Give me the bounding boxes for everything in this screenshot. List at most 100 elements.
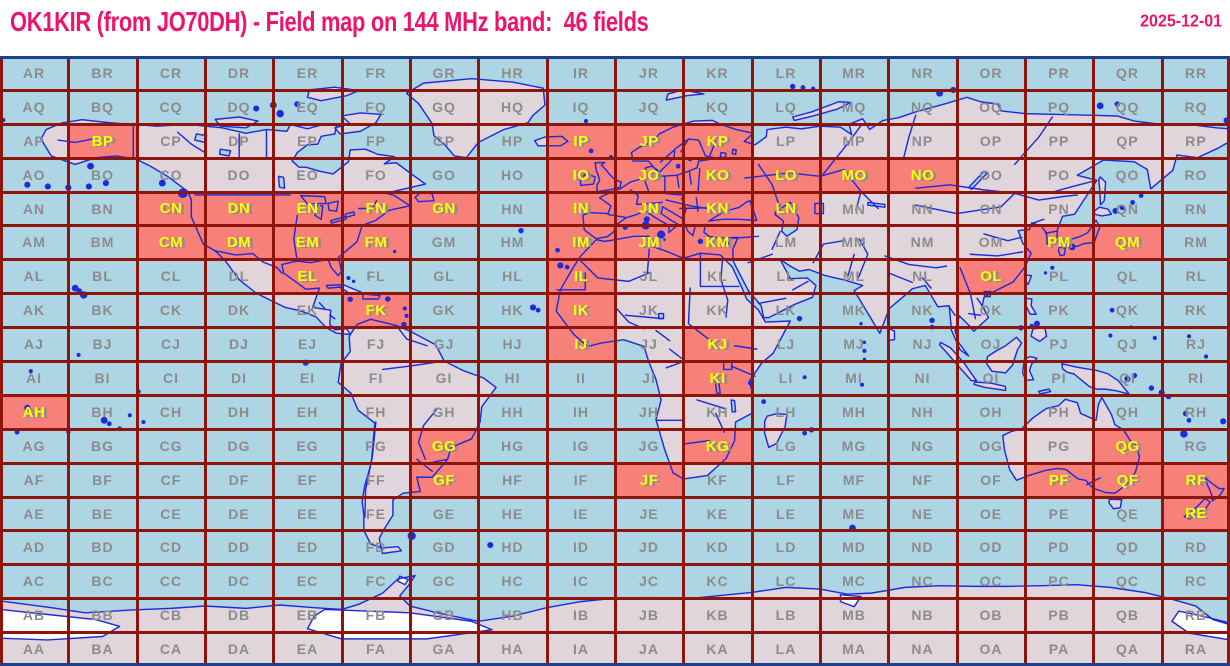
field-label-KA: KA <box>706 641 729 657</box>
field-label-IM: IM <box>572 233 590 251</box>
field-label-DF: DF <box>228 472 250 488</box>
field-label-GC: GC <box>432 573 456 589</box>
field-label-BD: BD <box>91 539 114 555</box>
field-label-JQ: JQ <box>638 99 660 115</box>
field-label-EQ: EQ <box>296 99 319 115</box>
grid-line-horizontal <box>0 563 1230 566</box>
field-label-PI: PI <box>1051 370 1067 386</box>
field-label-LO: LO <box>775 166 797 184</box>
worked-field-IP <box>547 124 615 158</box>
field-label-FQ: FQ <box>365 99 387 115</box>
field-label-QL: QL <box>1116 268 1139 284</box>
field-label-FK: FK <box>365 301 387 319</box>
field-label-RD: RD <box>1184 539 1208 555</box>
field-label-JE: JE <box>639 505 659 522</box>
field-label-MA: MA <box>842 641 866 657</box>
field-label-BG: BG <box>91 438 114 454</box>
field-label-BO: BO <box>91 167 114 183</box>
field-label-RE: RE <box>1185 505 1207 522</box>
field-label-EC: EC <box>296 573 319 589</box>
field-label-IR: IR <box>573 65 589 81</box>
field-label-LI: LI <box>778 370 794 386</box>
field-label-IL: IL <box>573 267 589 285</box>
field-label-AM: AM <box>22 234 46 250</box>
field-label-QP: QP <box>1116 133 1139 149</box>
field-label-FH: FH <box>365 404 387 420</box>
field-label-LH: LH <box>775 404 797 420</box>
field-label-GQ: GQ <box>432 99 456 115</box>
field-label-IC: IC <box>573 573 589 589</box>
field-label-OM: OM <box>978 234 1004 250</box>
field-label-JD: JD <box>639 539 659 555</box>
field-label-EP: EP <box>297 133 318 149</box>
field-label-EA: EA <box>296 641 319 657</box>
worked-field-IM <box>547 225 615 259</box>
field-label-MJ: MJ <box>843 336 865 352</box>
field-label-HC: HC <box>501 573 524 589</box>
field-label-OG: OG <box>979 438 1003 454</box>
field-label-LR: LR <box>775 65 797 81</box>
field-label-HH: HH <box>501 404 524 420</box>
field-label-HA: HA <box>501 641 524 657</box>
field-label-PD: PD <box>1048 539 1070 555</box>
field-label-HR: HR <box>501 65 524 81</box>
page-title: OK1KIR (from JO70DH) - Field map on 144 … <box>10 6 649 38</box>
field-label-AE: AE <box>23 505 45 522</box>
field-label-OH: OH <box>979 404 1003 420</box>
field-label-FN: FN <box>365 200 387 217</box>
field-label-EB: EB <box>296 607 319 623</box>
field-label-JK: JK <box>639 302 659 318</box>
field-label-FJ: FJ <box>366 336 386 352</box>
field-label-AJ: AJ <box>24 336 44 352</box>
field-label-PH: PH <box>1048 404 1070 420</box>
field-label-NL: NL <box>912 268 933 284</box>
field-label-NC: NC <box>911 573 934 589</box>
field-label-KK: KK <box>706 302 729 318</box>
field-label-FI: FI <box>368 370 384 386</box>
grid-line-horizontal <box>0 292 1230 295</box>
field-label-KP: KP <box>706 132 729 150</box>
field-label-BH: BH <box>91 404 114 420</box>
worked-field-DN <box>205 192 273 225</box>
field-label-AL: AL <box>23 268 45 284</box>
field-label-HP: HP <box>501 133 524 149</box>
field-label-EJ: EJ <box>297 336 318 352</box>
field-label-EN: EN <box>296 200 319 217</box>
field-label-MN: MN <box>842 200 866 217</box>
field-label-QG: QG <box>1115 437 1140 455</box>
field-label-CA: CA <box>159 641 183 657</box>
worked-field-QF <box>1093 463 1162 497</box>
field-label-ND: ND <box>911 539 934 555</box>
field-label-CK: CK <box>159 302 183 318</box>
field-label-MI: MI <box>845 370 863 386</box>
field-label-PC: PC <box>1048 573 1070 589</box>
field-label-CQ: CQ <box>159 99 183 115</box>
field-label-RM: RM <box>1184 234 1208 250</box>
field-label-RC: RC <box>1184 573 1208 589</box>
field-label-MM: MM <box>841 234 867 250</box>
worked-field-KI <box>683 361 752 395</box>
field-label-GB: GB <box>432 607 456 623</box>
field-label-GP: GP <box>432 133 456 149</box>
field-label-CG: CG <box>159 438 183 454</box>
field-label-HG: HG <box>501 438 524 454</box>
field-label-DP: DP <box>228 133 250 149</box>
field-label-HD: HD <box>501 539 524 555</box>
field-label-PM: PM <box>1047 233 1071 251</box>
field-label-RA: RA <box>1184 641 1208 657</box>
grid-line-horizontal <box>0 597 1230 600</box>
field-label-NH: NH <box>911 404 934 420</box>
field-label-LP: LP <box>776 133 796 149</box>
field-label-NJ: NJ <box>912 336 933 352</box>
field-label-DD: DD <box>227 539 251 555</box>
field-label-OB: OB <box>979 607 1003 623</box>
field-label-AI: AI <box>26 370 42 386</box>
field-label-LF: LF <box>776 472 796 488</box>
field-label-GA: GA <box>432 641 456 657</box>
field-label-EE: EE <box>297 505 318 522</box>
field-label-FB: FB <box>365 607 387 623</box>
field-label-CN: CN <box>159 200 183 217</box>
grid-line-horizontal <box>0 496 1230 499</box>
field-label-OL: OL <box>980 267 1002 285</box>
field-label-QH: QH <box>1116 404 1139 420</box>
